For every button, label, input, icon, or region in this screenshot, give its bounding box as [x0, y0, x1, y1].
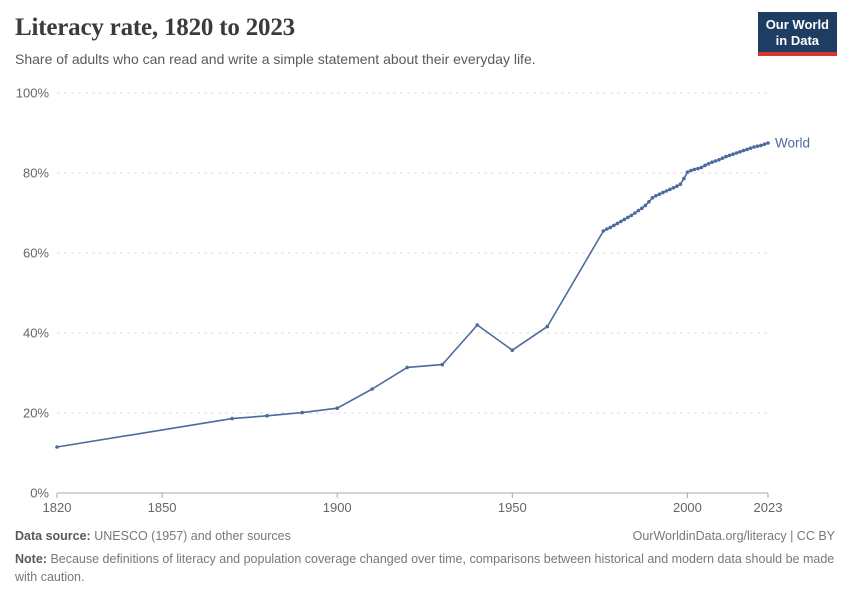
data-point-marker [678, 182, 683, 186]
data-point-marker [601, 229, 606, 233]
data-point-marker [657, 192, 662, 196]
data-point-marker [664, 189, 669, 193]
data-point-marker [510, 348, 515, 353]
data-point-marker [675, 184, 679, 188]
data-point-marker [668, 187, 672, 192]
attribution-link[interactable]: OurWorldinData.org/literacy | CC BY [632, 529, 835, 543]
data-point-marker [671, 186, 676, 190]
data-point-marker [689, 168, 693, 173]
data-point-marker [440, 362, 445, 367]
data-point-marker [619, 219, 623, 224]
data-point-marker [643, 203, 648, 208]
data-source-text: UNESCO (1957) and other sources [94, 529, 291, 543]
x-axis-tick-label: 1900 [323, 500, 352, 515]
y-axis-tick-label: 20% [23, 406, 49, 421]
data-point-marker [545, 324, 550, 329]
x-axis-tick-label: 1820 [43, 500, 72, 515]
data-point-marker [699, 165, 704, 170]
y-axis-tick-label: 40% [23, 326, 49, 341]
data-point-marker [692, 167, 697, 172]
x-axis-tick-label: 1950 [498, 500, 527, 515]
owid-logo-line1: Our World [765, 17, 829, 32]
data-point-marker [738, 150, 742, 154]
chart-subtitle: Share of adults who can read and write a… [15, 51, 536, 67]
data-point-marker [745, 147, 749, 152]
line-series-world [56, 142, 769, 448]
data-point-marker [640, 206, 644, 210]
data-point-marker [636, 208, 641, 213]
data-point-marker [370, 387, 375, 391]
data-point-marker [475, 323, 480, 327]
data-point-marker [633, 211, 637, 215]
data-point-marker [615, 221, 620, 226]
chart-canvas[interactable]: 0% 20% 40% 60% 80% 100% 1820 1850 1900 1950 2000 20… [0, 78, 850, 526]
data-point-marker [654, 194, 658, 198]
owid-logo[interactable]: Our World in Data [757, 12, 837, 57]
series-end-label[interactable]: World [775, 136, 810, 151]
data-point-marker [731, 152, 735, 156]
data-point-marker [696, 166, 700, 171]
data-point-marker [703, 163, 707, 168]
note-text: Because definitions of literacy and popu… [15, 552, 835, 585]
data-point-marker [706, 162, 711, 166]
data-point-marker [55, 445, 59, 449]
data-point-marker [762, 142, 767, 146]
data-point-marker [612, 223, 616, 228]
data-point-marker [661, 190, 665, 195]
y-axis-tick-label: 80% [23, 166, 49, 181]
y-axis-tick-label: 0% [30, 486, 49, 501]
data-point-marker [755, 144, 760, 148]
data-point-marker [741, 148, 746, 153]
chart-footer: Data source: UNESCO (1957) and other sou… [15, 527, 835, 586]
data-point-marker [717, 158, 721, 162]
data-point-marker [710, 160, 714, 164]
data-point-marker [724, 154, 728, 159]
x-axis-tick-label: 2000 [673, 500, 702, 515]
y-axis-tick-label: 100% [16, 86, 50, 101]
data-point-marker [622, 217, 627, 222]
data-point-marker [265, 414, 269, 418]
data-point-marker [685, 170, 690, 174]
data-point-marker [608, 225, 613, 230]
data-point-marker [650, 196, 655, 200]
data-point-marker [713, 159, 718, 163]
data-point-marker [647, 200, 651, 204]
data-point-marker [759, 143, 763, 148]
data-point-marker [727, 153, 732, 158]
data-point-marker [682, 176, 686, 181]
data-point-marker [734, 151, 739, 155]
y-axis-tick-label: 60% [23, 246, 49, 261]
x-axis-tick-label: 1850 [148, 500, 177, 515]
data-point-marker [335, 406, 340, 411]
data-point-marker [766, 141, 770, 145]
data-source-label: Data source: [15, 529, 91, 543]
data-point-marker [300, 410, 305, 415]
chart-note: Note: Because definitions of literacy an… [15, 550, 835, 586]
data-point-marker [720, 156, 725, 160]
data-point-marker [626, 215, 630, 220]
data-point-marker [748, 146, 753, 150]
x-axis-tick-label: 2023 [754, 500, 783, 515]
data-point-marker [752, 145, 756, 149]
data-point-marker [230, 416, 234, 421]
note-label: Note: [15, 552, 47, 567]
data-point-marker [605, 227, 609, 231]
data-point-marker [405, 365, 410, 370]
data-source: Data source: UNESCO (1957) and other sou… [15, 527, 291, 545]
data-point-marker [629, 213, 634, 218]
owid-logo-line2: in Data [775, 32, 820, 48]
page-title: Literacy rate, 1820 to 2023 [15, 14, 295, 41]
